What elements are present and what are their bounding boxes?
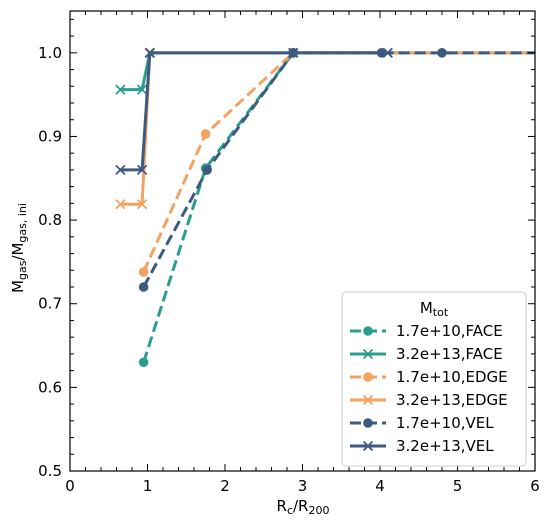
legend-entry-2: 1.7e+10,EDGE bbox=[350, 368, 508, 386]
legend-marker-2 bbox=[363, 372, 373, 382]
legend: Mtot 1.7e+10,FACE 3.2e+13,FACE 1.7e+10,EDG… bbox=[341, 291, 527, 467]
legend-title: Mtot bbox=[420, 299, 449, 319]
legend-label-1: 3.2e+13,FACE bbox=[396, 345, 503, 363]
legend-label-3: 3.2e+13,EDGE bbox=[396, 391, 508, 409]
y-tick-label: 0.8 bbox=[38, 211, 62, 229]
series-5 bbox=[115, 47, 393, 176]
series-2 bbox=[138, 48, 535, 277]
legend-frame bbox=[341, 291, 527, 467]
legend-label-2: 1.7e+10,EDGE bbox=[396, 368, 508, 386]
x-tick-label: 3 bbox=[298, 477, 308, 495]
series-line-3 bbox=[120, 51, 388, 206]
series-0-point-0 bbox=[138, 357, 149, 368]
series-4-point-4 bbox=[437, 48, 447, 58]
legend-entry-1: 3.2e+13,FACE bbox=[350, 345, 503, 363]
series-5-point-1 bbox=[136, 164, 148, 176]
series-5-point-3 bbox=[288, 47, 299, 58]
legend-label-4: 1.7e+10,VEL bbox=[396, 414, 494, 432]
legend-marker-4 bbox=[363, 418, 373, 428]
legend-marker-3 bbox=[362, 394, 374, 406]
legend-marker-5 bbox=[362, 440, 374, 452]
series-5-point-2 bbox=[144, 47, 155, 58]
series-3 bbox=[115, 47, 388, 210]
legend-label-0: 1.7e+10,FACE bbox=[396, 322, 503, 340]
y-tick-label: 0.7 bbox=[38, 295, 62, 313]
series-line-2 bbox=[142, 51, 535, 273]
x-tick-label: 0 bbox=[65, 477, 75, 495]
legend-entry-0: 1.7e+10,FACE bbox=[350, 322, 503, 340]
legend-label-5: 3.2e+13,VEL bbox=[396, 437, 494, 455]
series-4-point-1 bbox=[202, 165, 212, 175]
series-line-5 bbox=[120, 51, 388, 172]
x-tick-label: 1 bbox=[143, 477, 153, 495]
y-tick-label: 0.9 bbox=[38, 127, 62, 145]
x-tick-label: 2 bbox=[220, 477, 230, 495]
y-tick-label: 0.5 bbox=[38, 462, 62, 480]
series-5-point-4 bbox=[382, 47, 393, 58]
legend-entry-3: 3.2e+13,EDGE bbox=[350, 391, 508, 409]
axis-ticks: 0 1 2 3 4 5 6 0.5 0.6 0.7 0.8 0.9 1.0 bbox=[38, 11, 540, 495]
x-tick-label: 5 bbox=[453, 477, 463, 495]
y-axis-label: Mgas/Mgas, ini bbox=[9, 203, 29, 293]
series-1 bbox=[115, 47, 388, 95]
x-tick-label: 4 bbox=[375, 477, 385, 495]
series-5-point-0 bbox=[115, 164, 126, 176]
series-4-point-0 bbox=[138, 282, 149, 292]
legend-entry-4: 1.7e+10,VEL bbox=[350, 414, 494, 432]
legend-entries: 1.7e+10,FACE 3.2e+13,FACE 1.7e+10,EDGE 3.2e… bbox=[350, 322, 508, 455]
x-axis-label: Rc/R200 bbox=[277, 497, 330, 517]
series-3-point-0 bbox=[115, 199, 126, 210]
series-1-point-0 bbox=[115, 84, 126, 95]
series-2-point-1 bbox=[200, 129, 211, 139]
series-4 bbox=[138, 48, 535, 292]
series-line-1 bbox=[120, 51, 388, 92]
legend-marker-1 bbox=[362, 348, 374, 360]
x-tick-label: 6 bbox=[530, 477, 540, 495]
series-3-point-1 bbox=[136, 199, 148, 210]
y-tick-label: 1.0 bbox=[38, 44, 62, 62]
legend-entry-5: 3.2e+13,VEL bbox=[350, 437, 494, 455]
series-1-point-1 bbox=[136, 84, 148, 95]
series-2-point-0 bbox=[138, 267, 149, 277]
legend-marker-0 bbox=[363, 326, 373, 336]
series-layer bbox=[115, 47, 535, 368]
y-tick-label: 0.6 bbox=[38, 378, 62, 396]
